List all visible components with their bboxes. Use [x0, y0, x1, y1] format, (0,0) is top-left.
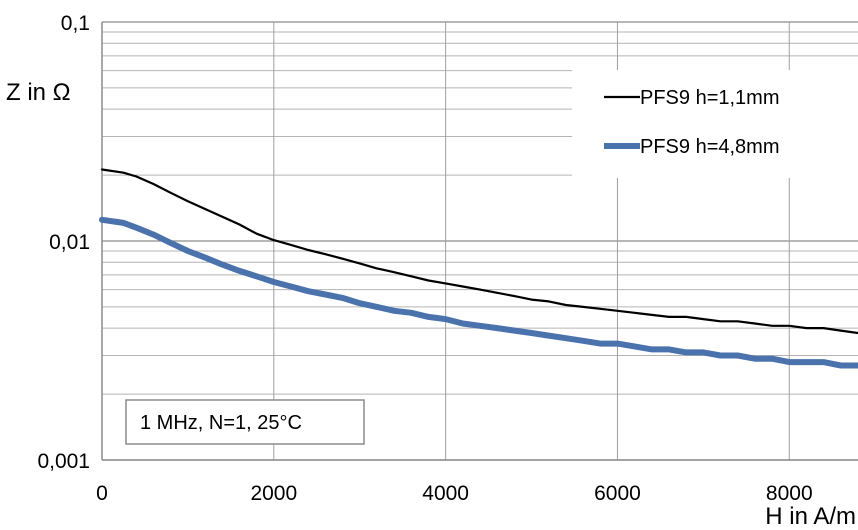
x-tick-label: 4000 — [422, 482, 469, 505]
legend-label-2: PFS9 h=4,8mm — [640, 136, 780, 158]
x-tick-label: 6000 — [594, 482, 641, 505]
x-tick-label: 0 — [96, 482, 108, 505]
y-tick-label: 0,001 — [37, 450, 90, 473]
annotation-frame — [125, 399, 365, 445]
legend: PFS9 h=1,1mm PFS9 h=4,8mm — [572, 70, 858, 178]
annotation-box: 1 MHz, N=1, 25°C — [125, 399, 365, 445]
annotation-text: 1 MHz, N=1, 25°C — [140, 412, 302, 434]
y-tick-label: 0,1 — [61, 12, 90, 35]
legend-label-1: PFS9 h=1,1mm — [640, 87, 780, 109]
legend-box — [572, 70, 858, 178]
plot-frame — [101, 22, 858, 461]
axis-titles: Z in Ω H in A/m — [6, 79, 856, 530]
series-lines — [99, 168, 858, 369]
tick-labels: 0 2000 4000 6000 8000 0,001 0,01 0,1 — [37, 12, 812, 505]
y-tick-label: 0,01 — [49, 231, 90, 254]
x-tick-label: 2000 — [250, 482, 297, 505]
x-axis-label: H in A/m — [765, 503, 856, 530]
x-tick-label: 8000 — [766, 482, 813, 505]
series-line-1 — [100, 168, 858, 335]
y-axis-label: Z in Ω — [6, 79, 71, 106]
series-line-2 — [99, 216, 858, 369]
